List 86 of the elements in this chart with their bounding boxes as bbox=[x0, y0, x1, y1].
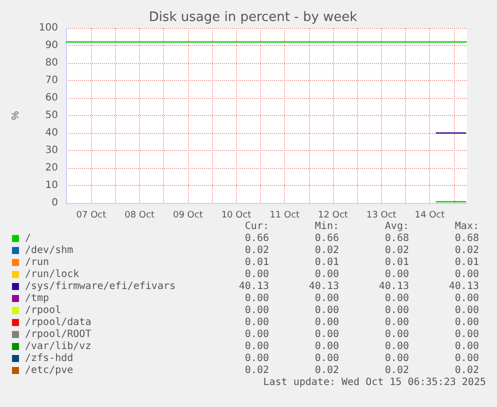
legend-label: /zfs-hdd bbox=[25, 353, 74, 365]
x-tick-label: 11 Oct bbox=[270, 210, 300, 220]
text: 0.00 bbox=[384, 341, 409, 353]
text: 0.02 bbox=[454, 365, 479, 377]
text: 0.02 bbox=[384, 365, 409, 377]
legend-label: /etc/pve bbox=[25, 365, 74, 377]
text: 0.00 bbox=[454, 341, 479, 353]
y-tick-label: 50 bbox=[45, 110, 58, 121]
text: 0.01 bbox=[314, 257, 339, 269]
text: 0.66 bbox=[244, 233, 269, 245]
text: 0.66 bbox=[314, 233, 339, 245]
text: 0.01 bbox=[384, 257, 409, 269]
text: 0.00 bbox=[314, 293, 339, 305]
text: 0.00 bbox=[314, 305, 339, 317]
legend-label: /rpool/ROOT bbox=[25, 329, 92, 341]
text: 0.00 bbox=[384, 269, 409, 281]
y-tick-label: 0 bbox=[52, 198, 58, 208]
text: 0.00 bbox=[384, 293, 409, 305]
x-tick-label: 08 Oct bbox=[124, 210, 155, 220]
y-tick-label: 30 bbox=[45, 145, 58, 156]
text: 0.02 bbox=[454, 245, 479, 257]
text: 0.00 bbox=[384, 305, 409, 317]
text: 0.00 bbox=[244, 341, 269, 353]
text: 0.00 bbox=[244, 317, 269, 329]
text: 0.00 bbox=[454, 305, 479, 317]
text: 0.00 bbox=[314, 317, 339, 329]
text: 40.13 bbox=[448, 281, 479, 293]
text: 0.00 bbox=[454, 329, 479, 341]
text: Avg: bbox=[384, 221, 409, 233]
text: 0.68 bbox=[384, 233, 409, 245]
y-tick-label: 90 bbox=[45, 40, 58, 51]
text: Cur: bbox=[244, 221, 269, 233]
text: 0.01 bbox=[454, 257, 479, 269]
text: 0.02 bbox=[244, 365, 269, 377]
text: 0.00 bbox=[454, 269, 479, 281]
text: 0.00 bbox=[314, 269, 339, 281]
text: 0.00 bbox=[244, 329, 269, 341]
text: 0.00 bbox=[384, 317, 409, 329]
text: 0.00 bbox=[244, 269, 269, 281]
text: Last update: Wed Oct 15 06:35:23 2025 bbox=[262, 377, 486, 389]
text: 0.02 bbox=[314, 365, 339, 377]
text: 0.00 bbox=[314, 341, 339, 353]
text: 40.13 bbox=[378, 281, 409, 293]
legend-label: /var/lib/vz bbox=[25, 341, 92, 353]
legend-label: /rpool/data bbox=[25, 317, 92, 329]
y-tick-label: 100 bbox=[38, 22, 58, 34]
text: 0.00 bbox=[454, 353, 479, 365]
text: 0.02 bbox=[384, 245, 409, 257]
x-tick-label: 14 Oct bbox=[414, 210, 446, 220]
text: 0.00 bbox=[454, 317, 479, 329]
text: 40.13 bbox=[308, 281, 339, 293]
text: 0.00 bbox=[384, 329, 409, 341]
legend-label: /dev/shm bbox=[25, 245, 74, 257]
y-tick-label: 70 bbox=[45, 75, 58, 86]
x-tick-label: 10 Oct bbox=[221, 210, 252, 220]
y-tick-label: 60 bbox=[45, 92, 58, 104]
legend-label: /run/lock bbox=[25, 269, 80, 281]
text: 0.68 bbox=[454, 233, 479, 245]
text: 0.00 bbox=[244, 293, 269, 305]
legend-label: /tmp bbox=[25, 293, 50, 305]
x-tick-label: 13 Oct bbox=[366, 210, 397, 220]
legend-label: / bbox=[25, 233, 32, 245]
text: 0.00 bbox=[314, 353, 339, 365]
text: 0.02 bbox=[314, 245, 339, 257]
y-tick-label: 40 bbox=[45, 128, 58, 138]
y-tick-label: 20 bbox=[45, 162, 58, 174]
y-tick-label: 10 bbox=[45, 180, 58, 191]
legend-label: /sys/firmware/efi/efivars bbox=[25, 281, 177, 293]
legend-label: /rpool bbox=[25, 305, 62, 317]
text: 0.00 bbox=[454, 293, 479, 305]
text: 0.00 bbox=[244, 353, 269, 365]
text: Min: bbox=[314, 221, 339, 233]
x-tick-label: 07 Oct bbox=[76, 210, 107, 220]
text: 40.13 bbox=[238, 281, 269, 293]
text: 0.01 bbox=[244, 257, 269, 269]
text: 0.00 bbox=[244, 305, 269, 317]
text: Max: bbox=[454, 221, 479, 233]
x-tick-label: 12 Oct bbox=[318, 210, 348, 220]
text: 0.00 bbox=[384, 353, 409, 365]
y-tick-label: 80 bbox=[45, 58, 58, 68]
legend-label: /run bbox=[25, 257, 50, 269]
chart-title: Disk usage in percent - by week bbox=[148, 10, 358, 25]
x-tick-label: 09 Oct bbox=[172, 210, 204, 220]
text: 0.02 bbox=[244, 245, 269, 257]
y-axis-title: % bbox=[10, 110, 22, 120]
text: 0.00 bbox=[314, 329, 339, 341]
